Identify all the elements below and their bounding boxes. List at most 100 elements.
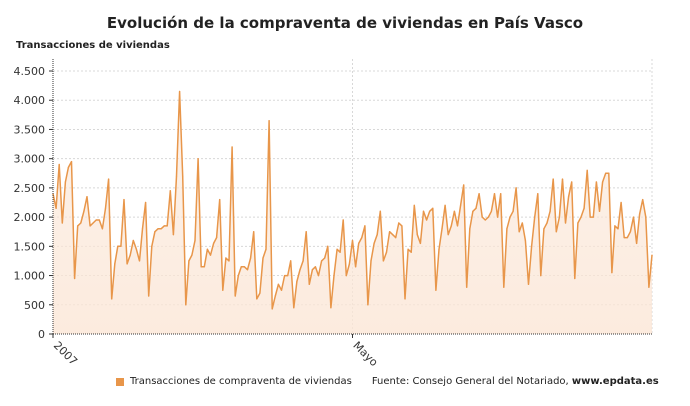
data-point — [568, 196, 570, 198]
data-point — [234, 295, 236, 297]
data-point — [531, 245, 533, 247]
data-point — [108, 178, 110, 180]
data-point — [293, 307, 295, 309]
data-point — [67, 166, 69, 168]
data-point — [537, 193, 539, 195]
chart-title: Evolución de la compraventa de viviendas… — [106, 14, 584, 32]
data-point — [636, 242, 638, 244]
data-point — [305, 231, 307, 233]
data-point — [497, 216, 499, 218]
series-area — [53, 91, 652, 334]
data-point — [64, 181, 66, 183]
data-point — [484, 219, 486, 221]
data-point — [512, 210, 514, 212]
data-point — [89, 225, 91, 227]
data-point — [413, 204, 415, 206]
x-tick-label: Mayo — [350, 339, 380, 369]
y-tick-label: 2.000 — [14, 211, 46, 224]
data-point — [188, 260, 190, 262]
data-point — [456, 225, 459, 227]
data-point — [416, 234, 418, 236]
data-point — [595, 181, 598, 183]
data-point — [135, 248, 137, 250]
data-point — [58, 163, 60, 166]
data-point — [460, 204, 462, 206]
data-point — [154, 231, 156, 233]
data-point — [503, 286, 505, 288]
y-axis-label: Transacciones de viviendas — [16, 40, 170, 51]
y-tick-label: 1.000 — [14, 270, 46, 283]
data-point — [574, 277, 576, 280]
data-point — [608, 172, 610, 174]
data-point — [379, 210, 381, 212]
data-point — [203, 266, 205, 268]
data-point — [330, 307, 332, 309]
data-point — [151, 245, 153, 247]
data-point — [324, 257, 326, 259]
data-point — [611, 272, 613, 274]
data-point — [432, 207, 434, 209]
data-point — [197, 158, 199, 160]
data-point — [385, 251, 388, 253]
data-point — [509, 216, 511, 218]
data-point — [419, 242, 421, 244]
data-point — [243, 266, 245, 268]
data-point — [583, 207, 585, 209]
data-point — [287, 275, 289, 277]
y-tick-label: 0 — [38, 328, 45, 341]
data-point — [361, 237, 363, 239]
data-point — [540, 275, 542, 277]
data-point — [617, 228, 619, 230]
data-point — [246, 269, 249, 271]
data-point — [302, 260, 304, 262]
data-point — [564, 222, 567, 224]
data-point — [472, 210, 474, 212]
data-point — [237, 275, 239, 277]
data-point — [358, 242, 360, 244]
data-point — [216, 237, 218, 239]
data-point — [376, 234, 378, 236]
data-point — [222, 289, 224, 291]
data-point — [262, 257, 264, 259]
data-point — [191, 254, 193, 256]
data-point — [70, 161, 73, 163]
data-point — [404, 298, 406, 300]
data-point — [447, 234, 449, 236]
data-point — [561, 178, 564, 180]
data-point — [277, 283, 279, 285]
data-point — [389, 231, 391, 233]
data-point — [327, 245, 329, 247]
data-point — [605, 172, 607, 174]
data-point — [185, 304, 187, 306]
data-point — [527, 283, 530, 285]
data-point — [98, 219, 100, 221]
data-point — [373, 242, 375, 244]
data-point — [500, 193, 502, 195]
data-point — [546, 222, 548, 224]
source-url[interactable]: www.epdata.es — [571, 376, 659, 387]
x-tick-label: 2007 — [51, 339, 80, 368]
data-point — [632, 216, 635, 218]
data-point — [321, 260, 323, 262]
data-point — [493, 193, 496, 195]
data-point — [450, 225, 452, 227]
data-point — [518, 231, 520, 233]
data-point — [231, 146, 233, 148]
data-point — [558, 216, 561, 218]
data-point — [629, 231, 632, 233]
data-point — [95, 219, 97, 221]
y-tick-label: 4.000 — [14, 94, 46, 107]
data-point — [515, 187, 517, 189]
data-point — [83, 210, 85, 212]
data-point — [487, 216, 489, 218]
data-point — [314, 266, 316, 268]
data-point — [592, 216, 594, 218]
data-point — [429, 210, 431, 212]
data-point — [132, 239, 134, 242]
data-point — [317, 275, 320, 277]
data-point — [166, 225, 168, 227]
data-point — [61, 222, 63, 224]
data-point — [398, 222, 400, 224]
data-point — [580, 216, 582, 218]
